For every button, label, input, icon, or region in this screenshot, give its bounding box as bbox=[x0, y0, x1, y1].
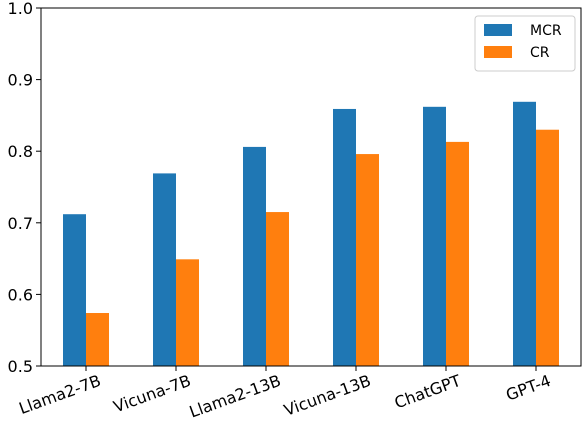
x-tick-label: Vicuna-13B bbox=[281, 371, 373, 420]
y-tick-label: 0.7 bbox=[8, 214, 33, 233]
y-tick-label: 1.0 bbox=[8, 0, 33, 18]
bar-cr-chatgpt bbox=[446, 141, 469, 366]
x-tick-label: Vicuna-7B bbox=[111, 371, 193, 417]
bar-mcr-vicuna-7b bbox=[153, 173, 176, 366]
y-axis-ticks: 0.5 0.6 0.7 0.8 0.9 1.0 bbox=[8, 0, 41, 376]
x-tick-label: GPT-4 bbox=[503, 371, 553, 405]
bar-cr-llama2-7b bbox=[86, 313, 109, 366]
y-tick-label: 0.8 bbox=[8, 142, 33, 161]
legend-swatch-cr bbox=[484, 46, 512, 58]
axes-frame bbox=[40, 7, 582, 367]
bar-cr-vicuna-7b bbox=[176, 259, 199, 366]
bar-cr-gpt-4 bbox=[536, 129, 559, 366]
x-tick-label: Llama2-13B bbox=[187, 371, 284, 422]
y-tick-label: 0.5 bbox=[8, 357, 33, 376]
legend-label-mcr: MCR bbox=[530, 23, 562, 39]
bar-cr-llama2-13b bbox=[266, 212, 289, 366]
bar-mcr-llama2-13b bbox=[243, 146, 266, 366]
y-tick-label: 0.9 bbox=[8, 71, 33, 90]
bars-group bbox=[63, 101, 559, 367]
y-tick-label: 0.6 bbox=[8, 285, 33, 304]
bar-mcr-llama2-7b bbox=[63, 214, 86, 366]
bar-cr-vicuna-13b bbox=[356, 154, 379, 366]
bar-mcr-vicuna-13b bbox=[333, 108, 356, 367]
bar-mcr-chatgpt bbox=[423, 106, 446, 367]
x-tick-label: Llama2-7B bbox=[16, 371, 103, 418]
bar-mcr-gpt-4 bbox=[513, 101, 536, 367]
legend: MCR CR bbox=[474, 15, 576, 72]
x-tick-label: ChatGPT bbox=[392, 371, 464, 413]
legend-label-cr: CR bbox=[530, 45, 550, 61]
legend-swatch-mcr bbox=[484, 24, 512, 36]
